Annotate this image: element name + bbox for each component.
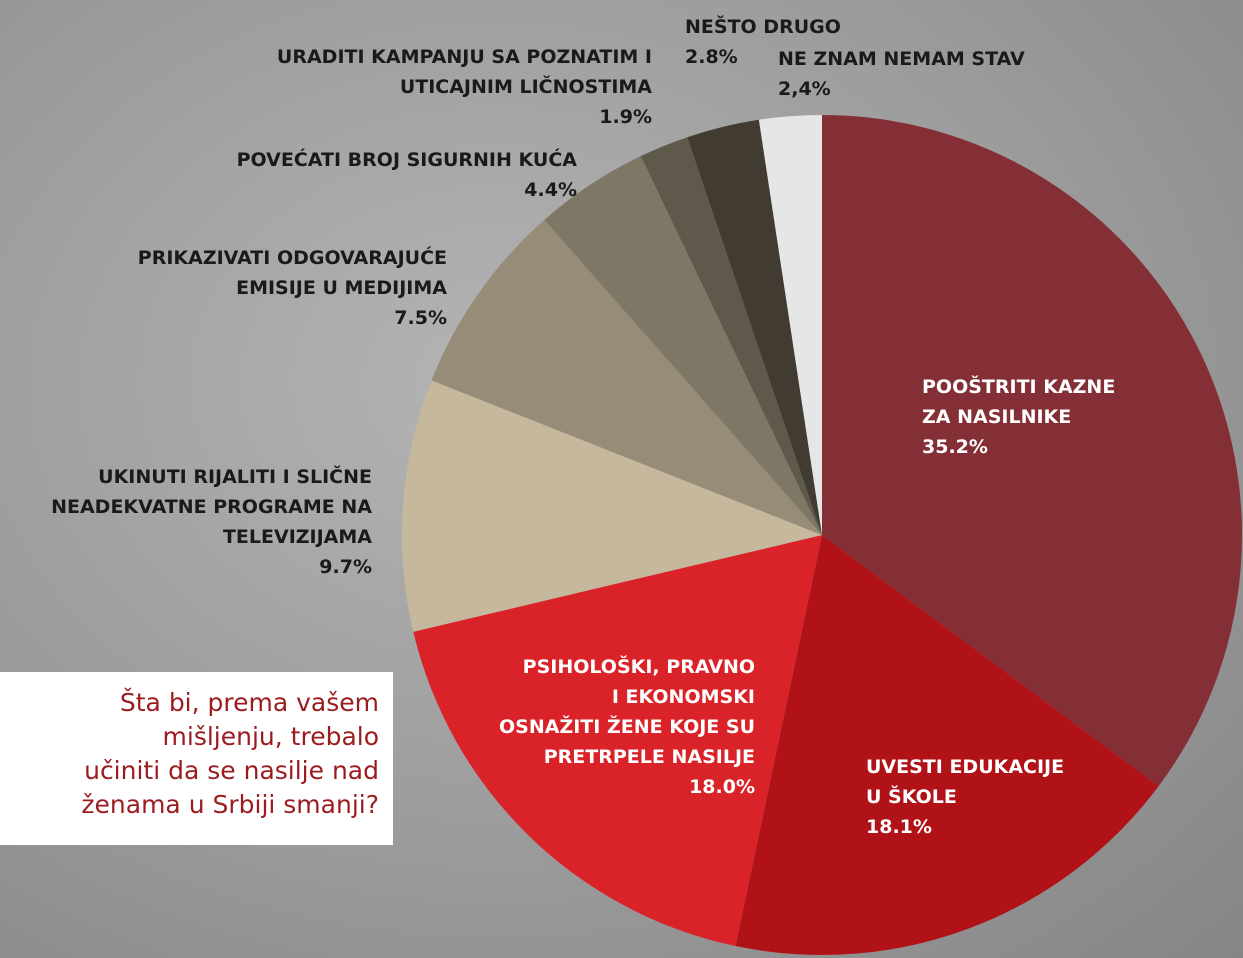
- category-label: NE ZNAM NEMAM STAV: [778, 48, 1025, 70]
- category-label: UKINUTI RIJALITI I SLIČNE NEADEKVATNE PR…: [51, 466, 372, 548]
- category-label: URADITI KAMPANJU SA POZNATIM I UTICAJNIM…: [276, 46, 652, 98]
- value-label: 9.7%: [319, 556, 372, 578]
- pie-slice: [822, 115, 1243, 787]
- pie-slice: [431, 219, 822, 535]
- value-label: 18.0%: [689, 776, 755, 798]
- slice-label: POOŠTRITI KAZNE ZA NASILNIKE 35.2%: [922, 372, 1115, 462]
- value-label: 2,4%: [778, 78, 831, 100]
- pie-slice: [413, 535, 822, 947]
- slice-label: POVEĆATI BROJ SIGURNIH KUĆA 4.4%: [237, 145, 577, 205]
- slice-label: NEŠTO DRUGO 2.8%: [685, 12, 841, 72]
- value-label: 2.8%: [685, 46, 738, 68]
- value-label: 18.1%: [866, 816, 932, 838]
- value-label: 35.2%: [922, 436, 988, 458]
- pie-slice: [758, 115, 822, 535]
- slice-label: UVESTI EDUKACIJE U ŠKOLE 18.1%: [866, 752, 1064, 842]
- pie-slice: [401, 380, 822, 632]
- slice-label: URADITI KAMPANJU SA POZNATIM I UTICAJNIM…: [277, 42, 652, 132]
- slice-label: PRIKAZIVATI ODGOVARAJUĆE EMISIJE U MEDIJ…: [138, 243, 447, 333]
- question: Šta bi, prema vašem mišljenju, trebalo u…: [0, 672, 393, 845]
- pie-slice: [640, 137, 822, 535]
- value-label: 4.4%: [524, 179, 577, 201]
- category-label: POOŠTRITI KAZNE ZA NASILNIKE: [922, 376, 1116, 428]
- slice-label: PSIHOLOŠKI, PRAVNO I EKONOMSKI OSNAŽITI …: [499, 652, 755, 802]
- value-label: 1.9%: [599, 106, 652, 128]
- pie-slice: [544, 156, 822, 535]
- pie-slice: [687, 119, 822, 535]
- slice-label: NE ZNAM NEMAM STAV 2,4%: [778, 44, 1025, 104]
- category-label: NEŠTO DRUGO: [685, 16, 841, 38]
- value-label: 7.5%: [394, 307, 447, 329]
- category-label: POVEĆATI BROJ SIGURNIH KUĆA: [236, 149, 577, 171]
- category-label: UVESTI EDUKACIJE U ŠKOLE: [866, 756, 1065, 808]
- category-label: PSIHOLOŠKI, PRAVNO I EKONOMSKI OSNAŽITI …: [499, 656, 755, 768]
- category-label: PRIKAZIVATI ODGOVARAJUĆE EMISIJE U MEDIJ…: [137, 247, 447, 299]
- pie-slice: [735, 535, 1159, 955]
- slice-label: UKINUTI RIJALITI I SLIČNE NEADEKVATNE PR…: [51, 462, 372, 582]
